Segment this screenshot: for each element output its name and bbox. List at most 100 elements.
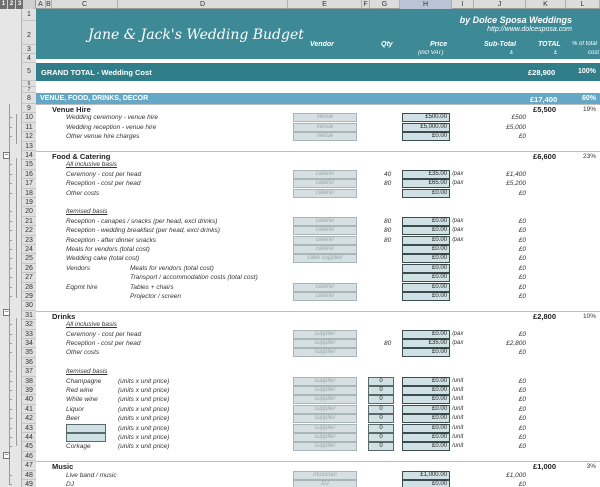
price-input[interactable]: £0.00 bbox=[402, 442, 450, 452]
row-number[interactable]: 46 bbox=[22, 451, 36, 462]
column-header-f[interactable]: F bbox=[362, 0, 370, 9]
row-number[interactable]: 49 bbox=[22, 480, 36, 487]
row-number[interactable]: 21 bbox=[22, 216, 36, 227]
row-number[interactable]: 42 bbox=[22, 414, 36, 424]
price-input[interactable]: £0.00 bbox=[402, 423, 450, 433]
vendor-field[interactable]: supplier bbox=[293, 423, 357, 433]
vendor-field[interactable]: musician bbox=[293, 470, 357, 480]
row-number[interactable]: 45 bbox=[22, 442, 36, 452]
row-number[interactable]: 9 bbox=[22, 104, 36, 114]
vendor-field[interactable]: caterer bbox=[293, 245, 357, 254]
price-input[interactable]: £0.00 bbox=[402, 188, 450, 198]
price-input[interactable]: £35.00 bbox=[402, 339, 450, 348]
collapse-music-icon[interactable]: − bbox=[3, 452, 10, 459]
row-number[interactable]: 18 bbox=[22, 188, 36, 198]
vendor-field[interactable]: caterer bbox=[293, 226, 357, 236]
price-input[interactable]: £0.00 bbox=[402, 132, 450, 142]
row-number[interactable]: 26 bbox=[22, 263, 36, 274]
row-number[interactable]: 29 bbox=[22, 292, 36, 302]
vendor-field[interactable]: venue bbox=[293, 113, 357, 123]
custom-item-input[interactable] bbox=[66, 433, 106, 442]
price-input[interactable]: £0.00 bbox=[402, 386, 450, 395]
price-input[interactable]: £0.00 bbox=[402, 273, 450, 283]
column-header-a[interactable]: A bbox=[36, 0, 46, 9]
vendor-field[interactable]: caterer bbox=[293, 282, 357, 292]
row-number[interactable]: 44 bbox=[22, 433, 36, 443]
row-number[interactable]: 16 bbox=[22, 169, 36, 180]
price-input[interactable]: £0.00 bbox=[402, 282, 450, 292]
row-number[interactable]: 37 bbox=[22, 367, 36, 377]
row-number[interactable]: 6 bbox=[22, 81, 36, 87]
qty-input[interactable]: 0 bbox=[368, 376, 394, 386]
column-header-d[interactable]: D bbox=[118, 0, 288, 9]
row-number[interactable]: 40 bbox=[22, 395, 36, 405]
row-number[interactable]: 25 bbox=[22, 254, 36, 264]
vendor-field[interactable]: supplier bbox=[293, 414, 357, 424]
row-number[interactable]: 39 bbox=[22, 386, 36, 396]
row-number[interactable]: 15 bbox=[22, 160, 36, 170]
vendor-field[interactable]: caterer bbox=[293, 169, 357, 179]
qty-input[interactable]: 0 bbox=[368, 442, 394, 452]
qty-input[interactable]: 0 bbox=[368, 395, 394, 405]
column-header-k[interactable]: K bbox=[526, 0, 566, 9]
row-number[interactable]: 30 bbox=[22, 301, 36, 311]
column-header-c[interactable]: C bbox=[52, 0, 118, 9]
price-input[interactable]: £0.00 bbox=[402, 245, 450, 254]
brand-url[interactable]: http://www.dolcesposa.com bbox=[487, 26, 572, 33]
price-input[interactable]: £1,000.00 bbox=[402, 470, 450, 480]
row-number[interactable]: 23 bbox=[22, 235, 36, 245]
vendor-field[interactable]: supplier bbox=[293, 339, 357, 348]
price-input[interactable]: £0.00 bbox=[402, 235, 450, 245]
vendor-field[interactable]: supplier bbox=[293, 348, 357, 358]
row-number[interactable]: 20 bbox=[22, 207, 36, 217]
row-number[interactable]: 48 bbox=[22, 470, 36, 480]
row-number[interactable]: 4 bbox=[22, 54, 36, 63]
row-number[interactable]: 14 bbox=[22, 151, 36, 161]
row-number[interactable]: 34 bbox=[22, 339, 36, 349]
column-header-g[interactable]: G bbox=[370, 0, 400, 9]
row-number[interactable]: 47 bbox=[22, 461, 36, 471]
row-number[interactable]: 19 bbox=[22, 198, 36, 208]
row-number[interactable]: 8 bbox=[22, 93, 36, 104]
outline-level-3-button[interactable]: 3 bbox=[16, 0, 24, 9]
row-number[interactable]: 12 bbox=[22, 132, 36, 142]
vendor-field[interactable]: venue bbox=[293, 132, 357, 142]
row-number[interactable]: 43 bbox=[22, 423, 36, 433]
price-input[interactable]: £5,000.00 bbox=[402, 122, 450, 132]
collapse-food-icon[interactable]: − bbox=[3, 152, 10, 159]
qty-input[interactable]: 0 bbox=[368, 386, 394, 395]
price-input[interactable]: £0.00 bbox=[402, 254, 450, 264]
row-number[interactable]: 27 bbox=[22, 273, 36, 283]
price-input[interactable]: £0.00 bbox=[402, 226, 450, 236]
row-number[interactable]: 1 bbox=[22, 9, 36, 21]
vendor-field[interactable]: caterer bbox=[293, 188, 357, 198]
column-header-l[interactable]: L bbox=[566, 0, 600, 9]
qty-input[interactable]: 0 bbox=[368, 404, 394, 414]
column-header-b[interactable]: B bbox=[46, 0, 52, 9]
price-input[interactable]: £65.00 bbox=[402, 179, 450, 189]
column-header-i[interactable]: I bbox=[452, 0, 474, 9]
row-number[interactable]: 13 bbox=[22, 141, 36, 151]
row-number[interactable]: 22 bbox=[22, 226, 36, 236]
vendor-field[interactable]: supplier bbox=[293, 404, 357, 414]
vendor-field[interactable]: supplier bbox=[293, 442, 357, 452]
vendor-field[interactable]: supplier bbox=[293, 395, 357, 405]
price-input[interactable]: £500.00 bbox=[402, 113, 450, 123]
vendor-field[interactable]: venue bbox=[293, 122, 357, 132]
row-number[interactable]: 35 bbox=[22, 348, 36, 358]
qty-input[interactable]: 0 bbox=[368, 433, 394, 442]
vendor-field[interactable]: caterer bbox=[293, 216, 357, 226]
vendor-field[interactable]: caterer bbox=[293, 179, 357, 189]
row-number[interactable]: 11 bbox=[22, 122, 36, 133]
vendor-field[interactable]: caterer bbox=[293, 292, 357, 301]
custom-item-input[interactable] bbox=[66, 423, 106, 433]
row-number[interactable]: 5 bbox=[22, 63, 36, 81]
price-input[interactable]: £0.00 bbox=[402, 480, 450, 487]
vendor-field[interactable]: cake supplier bbox=[293, 254, 357, 264]
price-input[interactable]: £0.00 bbox=[402, 404, 450, 414]
collapse-drinks-icon[interactable]: − bbox=[3, 309, 10, 316]
row-number[interactable]: 36 bbox=[22, 357, 36, 368]
row-number[interactable]: 2 bbox=[22, 21, 36, 45]
outline-level-1-button[interactable]: 1 bbox=[0, 0, 8, 9]
row-number[interactable]: 17 bbox=[22, 179, 36, 189]
